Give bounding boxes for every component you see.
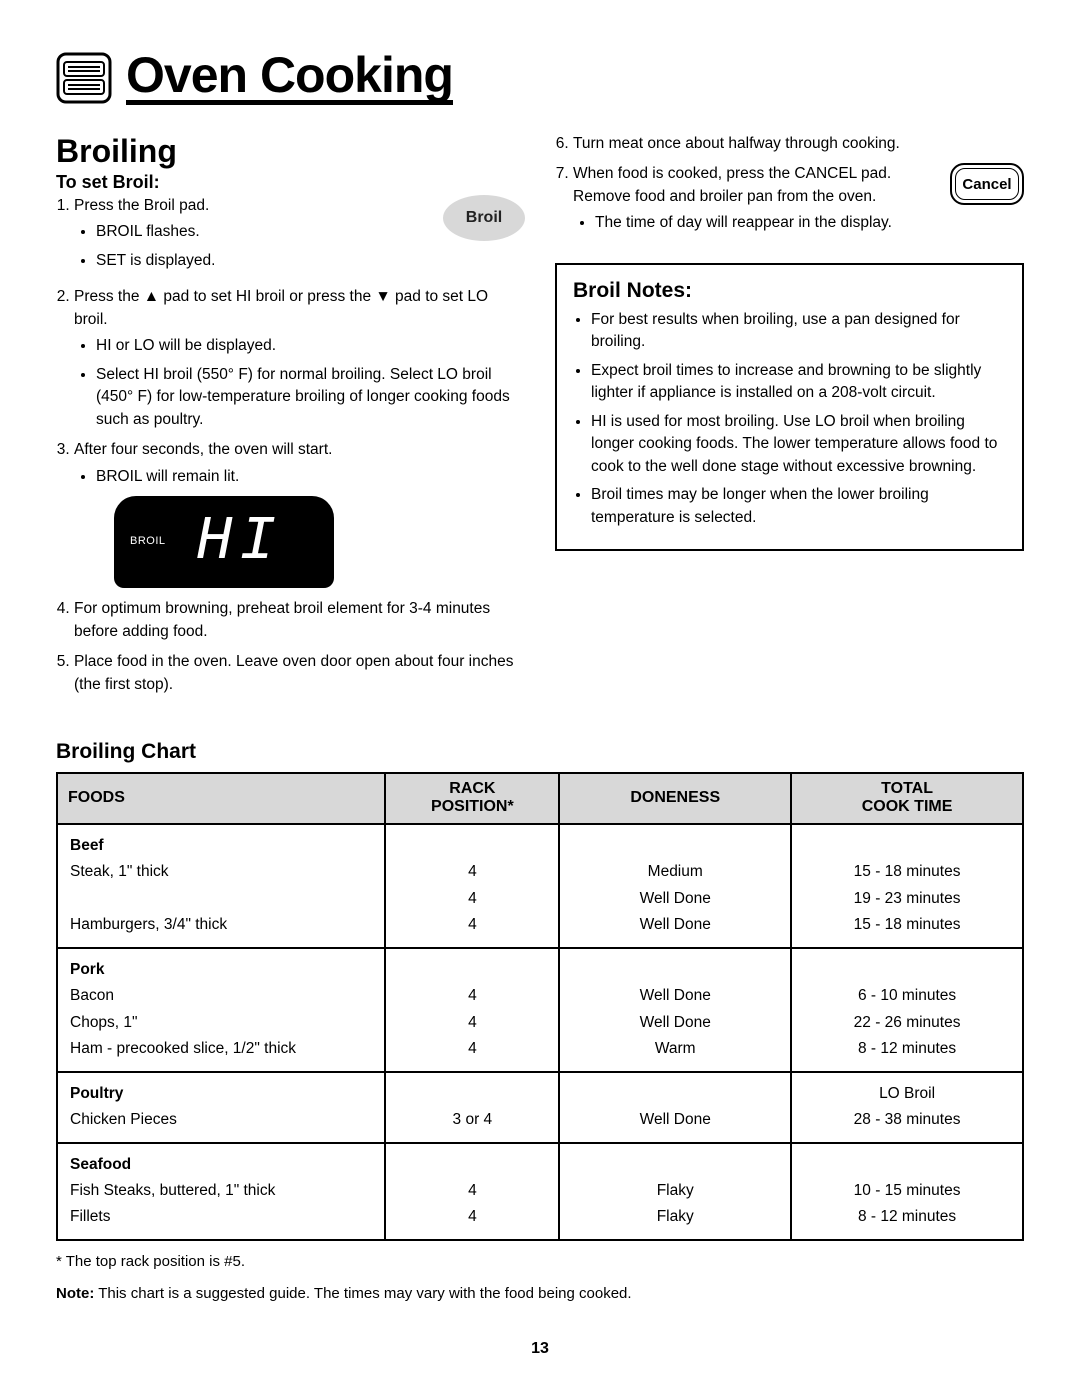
page-header: Oven Cooking	[56, 50, 1024, 105]
oven-display-icon: BROIL HI	[114, 496, 334, 588]
step-2-text-a: Press the	[74, 288, 144, 305]
table-row: Seafood	[57, 1143, 1023, 1178]
step-4: For optimum browning, preheat broil elem…	[74, 598, 525, 643]
col-rack: RACKPOSITION*	[385, 773, 559, 824]
triangle-up-icon	[144, 288, 159, 305]
step-5: Place food in the oven. Leave oven door …	[74, 651, 525, 696]
col-foods: FOODS	[57, 773, 385, 824]
step-1-text: Press the Broil pad.	[74, 197, 209, 214]
cat-pork: Pork	[70, 961, 104, 978]
broil-pad-icon: Broil	[443, 195, 525, 241]
chart-footnote-2: Note: This chart is a suggested guide. T…	[56, 1283, 1024, 1306]
table-row: Beef	[57, 824, 1023, 859]
broil-note-1: Expect broil times to increase and brown…	[591, 360, 1006, 405]
cat-seafood: Seafood	[70, 1156, 131, 1173]
col-doneness: DONENESS	[559, 773, 791, 824]
cancel-label: Cancel	[962, 174, 1011, 196]
step-6: Turn meat once about halfway through coo…	[573, 133, 1024, 155]
chart-footnote-1: * The top rack position is #5.	[56, 1251, 1024, 1274]
table-row: Chicken Pieces 3 or 4 Well Done 28 - 38 …	[57, 1107, 1023, 1142]
step-1-bullet-1: SET is displayed.	[96, 250, 413, 272]
cancel-pad-icon: Cancel	[950, 163, 1024, 205]
oven-icon	[56, 52, 112, 104]
step-2-text-b: pad to set HI broil or press the	[159, 288, 375, 305]
step-3-bullet-0: BROIL will remain lit.	[96, 466, 525, 488]
note-bold: Note:	[56, 1285, 94, 1302]
table-row: Pork	[57, 948, 1023, 983]
table-row: Bacon 4 Well Done 6 - 10 minutes	[57, 983, 1023, 1009]
note-text: This chart is a suggested guide. The tim…	[94, 1285, 631, 1302]
step-1-bullet-0: BROIL flashes.	[96, 221, 413, 243]
table-row: Chops, 1" 4 Well Done 22 - 26 minutes	[57, 1010, 1023, 1036]
to-set-broil-heading: To set Broil:	[56, 172, 525, 193]
broil-note-3: Broil times may be longer when the lower…	[591, 484, 1006, 529]
right-column: Turn meat once about halfway through coo…	[555, 133, 1024, 704]
display-hi-text: HI	[196, 511, 282, 573]
table-row: Steak, 1" thick 4 Medium 15 - 18 minutes	[57, 859, 1023, 885]
step-2-bullet-0: HI or LO will be displayed.	[96, 335, 525, 357]
col-time: TOTALCOOK TIME	[791, 773, 1023, 824]
step-1: Press the Broil pad. BROIL flashes. SET …	[74, 195, 525, 278]
table-row: Poultry LO Broil	[57, 1072, 1023, 1107]
display-broil-label: BROIL	[130, 534, 166, 550]
page-title: Oven Cooking	[126, 50, 453, 105]
table-row: Hamburgers, 3/4" thick 4 Well Done 15 - …	[57, 912, 1023, 947]
triangle-down-icon	[375, 288, 390, 305]
broil-note-2: HI is used for most broiling. Use LO bro…	[591, 411, 1006, 478]
broiling-chart-heading: Broiling Chart	[56, 740, 1024, 764]
broiling-heading: Broiling	[56, 133, 525, 170]
page-number: 13	[56, 1340, 1024, 1358]
cat-beef: Beef	[70, 837, 104, 854]
table-row: Fish Steaks, buttered, 1" thick 4 Flaky …	[57, 1178, 1023, 1204]
step-2-bullet-1: Select HI broil (550° F) for normal broi…	[96, 364, 525, 431]
step-3-text: After four seconds, the oven will start.	[74, 441, 332, 458]
step-2: Press the pad to set HI broil or press t…	[74, 286, 525, 431]
table-row: 4 Well Done 19 - 23 minutes	[57, 886, 1023, 912]
table-row: Ham - precooked slice, 1/2" thick 4 Warm…	[57, 1036, 1023, 1071]
table-header-row: FOODS RACKPOSITION* DONENESS TOTALCOOK T…	[57, 773, 1023, 824]
table-row: Fillets 4 Flaky 8 - 12 minutes	[57, 1204, 1023, 1239]
step-7: When food is cooked, press the CANCEL pa…	[573, 163, 1024, 240]
left-column: Broiling To set Broil: Press the Broil p…	[56, 133, 525, 704]
broil-note-0: For best results when broiling, use a pa…	[591, 309, 1006, 354]
broil-notes-box: Broil Notes: For best results when broil…	[555, 263, 1024, 551]
step-7-text: When food is cooked, press the CANCEL pa…	[573, 165, 891, 204]
broiling-chart-table: FOODS RACKPOSITION* DONENESS TOTALCOOK T…	[56, 772, 1024, 1241]
step-3: After four seconds, the oven will start.…	[74, 439, 525, 588]
cat-poultry: Poultry	[70, 1085, 123, 1102]
step-7-bullet: The time of day will reappear in the dis…	[595, 212, 932, 234]
broil-notes-heading: Broil Notes:	[573, 279, 1006, 303]
